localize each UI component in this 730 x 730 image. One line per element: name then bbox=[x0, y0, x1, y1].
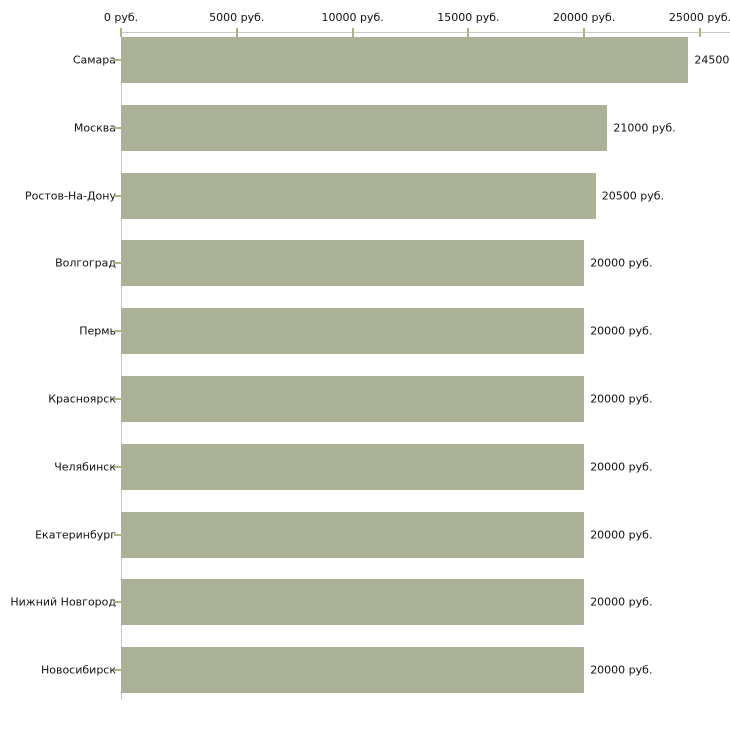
chart-row: Екатеринбург 20000 руб. bbox=[0, 501, 730, 569]
category-label: Ростов-На-Дону bbox=[24, 189, 116, 203]
y-tick-mark bbox=[114, 262, 121, 265]
x-tick-mark bbox=[699, 28, 701, 37]
bar-value-label: 20000 руб. bbox=[590, 595, 653, 609]
chart-row: Ростов-На-Дону 20500 руб. bbox=[0, 162, 730, 230]
category-label: Новосибирск bbox=[40, 663, 116, 677]
bar-value-label: 21000 руб. bbox=[613, 121, 676, 135]
x-tick-label: 10000 руб. bbox=[321, 11, 384, 24]
category-label: Екатеринбург bbox=[35, 528, 116, 542]
x-tick-mark bbox=[583, 28, 586, 37]
bar bbox=[121, 647, 585, 694]
chart-row: Челябинск 20000 руб. bbox=[0, 433, 730, 501]
bar bbox=[121, 308, 585, 355]
bar-value-label: 24500 руб. bbox=[694, 53, 730, 67]
bar bbox=[121, 443, 585, 490]
y-tick-mark bbox=[114, 669, 121, 672]
x-tick-label: 25000 руб. bbox=[668, 11, 730, 24]
x-tick-label: 15000 руб. bbox=[437, 11, 500, 24]
bar bbox=[121, 104, 608, 151]
bar-value-label: 20000 руб. bbox=[590, 460, 653, 474]
bar-value-label: 20000 руб. bbox=[590, 663, 653, 677]
bar bbox=[121, 376, 585, 422]
x-tick-mark bbox=[351, 28, 354, 37]
bar bbox=[121, 511, 585, 558]
category-label: Красноярск bbox=[48, 392, 116, 406]
bar bbox=[121, 37, 689, 83]
x-tick-mark bbox=[120, 28, 122, 37]
x-tick-mark bbox=[467, 28, 470, 37]
x-tick-mark bbox=[235, 28, 238, 37]
y-tick-mark bbox=[114, 330, 121, 333]
category-label: Челябинск bbox=[54, 460, 116, 474]
bar bbox=[121, 579, 585, 626]
bar-value-label: 20500 руб. bbox=[601, 189, 665, 203]
y-axis-line bbox=[121, 32, 122, 700]
chart-row: Пермь 20000 руб. bbox=[0, 297, 730, 365]
chart-row: Новосибирск 20000 руб. bbox=[0, 636, 730, 704]
bar bbox=[121, 240, 585, 287]
bar-value-label: 20000 руб. bbox=[590, 324, 653, 338]
y-tick-mark bbox=[114, 59, 121, 61]
y-tick-mark bbox=[114, 465, 121, 468]
category-label: Москва bbox=[73, 121, 116, 135]
bar-value-label: 20000 руб. bbox=[590, 256, 653, 270]
x-tick-label: 5000 руб. bbox=[209, 11, 265, 24]
x-axis-line bbox=[121, 32, 730, 33]
y-tick-mark bbox=[114, 533, 121, 536]
y-tick-mark bbox=[114, 126, 121, 129]
chart-row: Красноярск 20000 руб. bbox=[0, 365, 730, 433]
y-tick-mark bbox=[114, 398, 121, 400]
bar-value-label: 20000 руб. bbox=[590, 392, 653, 406]
chart-row: Нижний Новгород 20000 руб. bbox=[0, 568, 730, 636]
chart-row: Самара 24500 руб. bbox=[0, 26, 730, 94]
y-tick-mark bbox=[114, 601, 121, 604]
chart-row: Волгоград 20000 руб. bbox=[0, 229, 730, 297]
bar-value-label: 20000 руб. bbox=[590, 528, 653, 542]
y-tick-mark bbox=[114, 194, 121, 197]
x-tick-label: 20000 руб. bbox=[553, 11, 616, 24]
category-label: Самара bbox=[72, 53, 116, 67]
category-label: Волгоград bbox=[55, 256, 116, 270]
chart-row: Москва 21000 руб. bbox=[0, 94, 730, 162]
category-label: Нижний Новгород bbox=[10, 595, 116, 609]
category-label: Пермь bbox=[79, 324, 116, 338]
bar bbox=[121, 172, 596, 219]
x-tick-label: 0 руб. bbox=[103, 11, 139, 24]
